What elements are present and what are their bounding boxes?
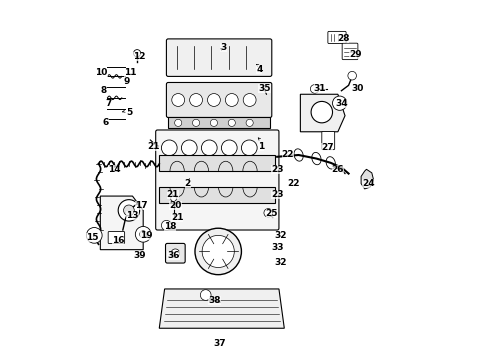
Text: 17: 17 (135, 201, 147, 210)
Text: 22: 22 (287, 179, 299, 188)
Text: 39: 39 (133, 251, 146, 260)
Text: 8: 8 (101, 86, 107, 95)
Circle shape (200, 290, 211, 300)
Text: 3: 3 (220, 43, 227, 52)
Circle shape (171, 249, 180, 257)
Polygon shape (300, 94, 345, 132)
Text: 24: 24 (362, 179, 374, 188)
Text: 27: 27 (321, 143, 334, 152)
Text: 15: 15 (86, 233, 98, 242)
Circle shape (86, 228, 102, 243)
Circle shape (174, 119, 182, 126)
Text: 10: 10 (95, 68, 108, 77)
Circle shape (190, 94, 202, 107)
Text: 29: 29 (349, 50, 362, 59)
Text: 7: 7 (105, 99, 112, 108)
Text: 16: 16 (112, 236, 124, 245)
Text: 5: 5 (126, 108, 132, 117)
Text: 1: 1 (258, 141, 264, 150)
Text: 18: 18 (164, 222, 176, 231)
Polygon shape (100, 196, 143, 249)
Circle shape (228, 119, 235, 126)
FancyBboxPatch shape (342, 43, 358, 60)
Text: 33: 33 (271, 243, 283, 252)
FancyBboxPatch shape (166, 243, 185, 263)
Text: 4: 4 (256, 65, 263, 74)
Text: 23: 23 (271, 165, 283, 174)
Text: 37: 37 (214, 339, 226, 348)
Text: 6: 6 (102, 118, 109, 127)
Circle shape (264, 208, 272, 217)
Text: 35: 35 (258, 84, 271, 93)
FancyBboxPatch shape (108, 231, 124, 244)
Text: 11: 11 (123, 68, 136, 77)
Text: 28: 28 (337, 35, 349, 44)
Text: 22: 22 (282, 150, 294, 159)
FancyBboxPatch shape (167, 39, 272, 76)
Text: 32: 32 (274, 231, 287, 240)
Circle shape (161, 140, 177, 156)
Text: 23: 23 (271, 190, 283, 199)
Circle shape (118, 200, 140, 221)
Text: 14: 14 (108, 165, 121, 174)
Circle shape (202, 235, 234, 267)
Circle shape (221, 140, 237, 156)
Circle shape (225, 94, 238, 107)
Text: 26: 26 (332, 165, 344, 174)
Text: 21: 21 (147, 141, 160, 150)
Text: 34: 34 (335, 99, 348, 108)
Text: 25: 25 (266, 210, 278, 219)
Circle shape (246, 119, 253, 126)
Circle shape (348, 71, 356, 80)
FancyBboxPatch shape (322, 131, 335, 150)
Circle shape (207, 94, 220, 107)
Circle shape (311, 102, 333, 123)
Circle shape (210, 119, 218, 126)
Text: 32: 32 (274, 258, 287, 267)
Circle shape (181, 140, 197, 156)
Circle shape (134, 50, 141, 57)
Text: 31: 31 (314, 84, 326, 93)
Bar (159, 155, 275, 171)
FancyBboxPatch shape (156, 130, 279, 230)
Circle shape (171, 196, 176, 202)
Bar (168, 117, 270, 128)
Circle shape (123, 205, 134, 216)
Circle shape (243, 94, 256, 107)
Circle shape (310, 85, 319, 93)
FancyBboxPatch shape (167, 82, 272, 117)
Text: 20: 20 (169, 201, 181, 210)
Text: 12: 12 (133, 52, 146, 61)
Circle shape (242, 140, 257, 156)
Circle shape (135, 226, 151, 242)
Bar (159, 187, 275, 203)
Text: 21: 21 (167, 190, 179, 199)
Text: 19: 19 (141, 231, 153, 240)
Polygon shape (159, 289, 284, 328)
Circle shape (161, 220, 172, 230)
Text: 2: 2 (185, 179, 191, 188)
Circle shape (201, 140, 217, 156)
Circle shape (140, 231, 147, 238)
Text: 38: 38 (208, 296, 221, 305)
Circle shape (172, 94, 185, 107)
Circle shape (195, 228, 242, 275)
Circle shape (333, 96, 347, 111)
Text: 9: 9 (123, 77, 129, 86)
Polygon shape (361, 169, 373, 189)
Text: 13: 13 (126, 211, 139, 220)
Text: 30: 30 (351, 84, 364, 93)
Text: 21: 21 (171, 213, 183, 222)
Text: 36: 36 (167, 251, 180, 260)
FancyBboxPatch shape (328, 31, 346, 44)
Circle shape (193, 119, 199, 126)
